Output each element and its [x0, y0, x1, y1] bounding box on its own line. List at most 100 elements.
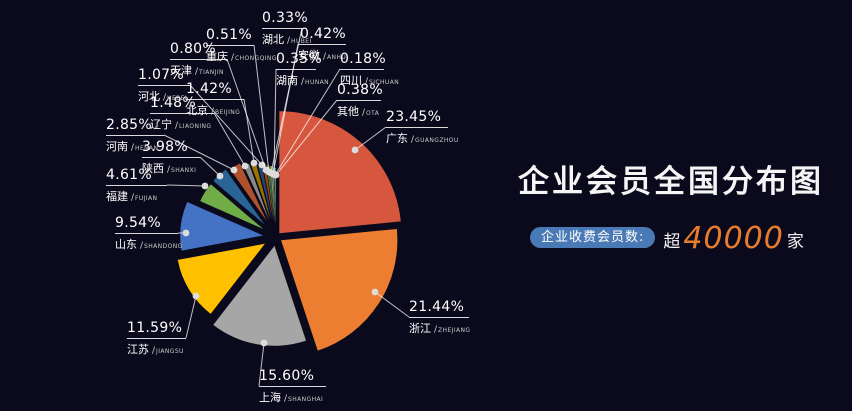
slice-province: 山东/SHANDONG	[115, 238, 183, 251]
leader-line-shanxi	[199, 156, 221, 177]
slice-province: 重庆/CHONGQING	[206, 50, 277, 63]
pie-slice-fujian[interactable]	[200, 184, 264, 230]
pie-slice-hebei[interactable]	[257, 162, 273, 221]
slice-pct: 1.07%	[138, 67, 190, 86]
pie-slice-henan[interactable]	[230, 163, 267, 222]
leader-dot-guangzhou	[351, 146, 359, 154]
leader-line-guangzhou	[354, 126, 387, 151]
slice-province: 陕西/SHANXI	[142, 162, 197, 175]
leader-dot-shanxi	[216, 172, 224, 180]
slice-label-liaoning: 1.48% 辽宁/LIAONING	[150, 95, 214, 132]
slice-province: 江苏/JIANGSU	[127, 343, 184, 356]
pie-slice-jiangsu[interactable]	[177, 243, 265, 314]
slice-province: 广东/GUANGZHOU	[386, 132, 459, 145]
slice-pct: 11.59%	[127, 320, 186, 339]
leader-line-anhui	[272, 43, 299, 175]
slice-label-jiangsu: 11.59% 江苏/JIANGSU	[127, 320, 186, 357]
slice-label-sichuan: 0.18% 四川/SICHUAN	[340, 51, 400, 88]
pie-slice-shanghai[interactable]	[213, 245, 307, 346]
pie-slice-anhui[interactable]	[270, 165, 276, 224]
slice-label-hebei: 1.07% 河北/HEBEI	[138, 67, 190, 104]
slice-pct: 1.48%	[150, 95, 214, 114]
pie-slice-sichuan[interactable]	[273, 167, 276, 225]
leader-line-henan	[163, 134, 235, 171]
leader-line-tianjin	[226, 58, 267, 171]
slice-pct: 0.38%	[337, 82, 383, 101]
member-count-row: 企业收费会员数: 超 40000 家	[530, 220, 804, 256]
slice-pct: 3.98%	[142, 139, 200, 158]
slice-pct: 4.61%	[106, 167, 167, 186]
leader-line-jiangsu	[185, 295, 197, 339]
slice-pct: 23.45%	[386, 109, 448, 128]
pie-slice-shandong[interactable]	[180, 202, 264, 251]
slice-label-hubei: 0.33% 湖北/HUBEI	[262, 10, 312, 47]
leader-line-shanghai	[258, 342, 265, 387]
page-title: 企业会员全国分布图	[518, 164, 824, 200]
pie-slice-beijing[interactable]	[250, 161, 271, 220]
leader-dot-beijing	[250, 159, 258, 167]
slice-province: 北京/BEIJING	[186, 104, 241, 117]
stat-suffix: 家	[786, 232, 804, 252]
slice-province: 河北/HEBEI	[138, 90, 188, 103]
leader-line-fujian	[166, 184, 206, 187]
pie-slice-hubei[interactable]	[268, 166, 275, 224]
slice-pct: 0.42%	[298, 26, 346, 45]
slice-province: 湖北/HUBEI	[262, 33, 312, 46]
info-panel: 企业会员全国分布图 企业收费会员数: 超 40000 家	[518, 156, 838, 256]
slice-province: 辽宁/LIAONING	[150, 118, 212, 131]
slice-pct: 1.42%	[186, 81, 244, 100]
leader-line-hebei	[189, 84, 263, 166]
slice-label-fujian: 4.61% 福建/FUJIAN	[106, 167, 167, 204]
slice-label-zhejiang: 21.44% 浙江/ZHEJIANG	[409, 299, 471, 336]
member-count-badge: 企业收费会员数:	[530, 227, 656, 248]
pie-slice-tianjin[interactable]	[262, 163, 274, 222]
slice-province: 上海/SHANGHAI	[259, 391, 324, 404]
slice-province: 天津/TIANJIN	[170, 64, 224, 77]
slice-label-henan: 2.85% 河南/HENAN	[106, 117, 164, 154]
slice-pct: 9.54%	[115, 215, 178, 234]
slice-label-chongqing: 0.51% 重庆/CHONGQING	[206, 27, 277, 64]
slice-label-ota: 0.38% 其他/OTA	[337, 82, 383, 119]
pie-slice-shanxi[interactable]	[213, 169, 265, 225]
leader-dot-jiangsu	[192, 292, 200, 300]
slice-pct: 0.35%	[276, 51, 322, 70]
slice-pct: 15.60%	[259, 368, 326, 387]
leader-line-zhejiang	[374, 291, 410, 318]
leader-dot-shanghai	[260, 339, 268, 347]
leader-dot-fujian	[201, 182, 209, 190]
leader-line-sichuan	[274, 68, 341, 176]
leader-line-hunan	[273, 68, 277, 175]
slice-pct: 0.51%	[206, 27, 254, 46]
pie-slice-zhejiang[interactable]	[281, 228, 398, 351]
slice-pct: 2.85%	[106, 117, 164, 136]
slice-label-shanxi: 3.98% 陕西/SHANXI	[142, 139, 200, 176]
slice-province: 福建/FUJIAN	[106, 190, 158, 203]
pie-slice-guangzhou[interactable]	[279, 111, 401, 234]
leader-line-ota	[275, 99, 338, 176]
leader-dot-liaoning	[241, 162, 249, 170]
pie-slice-liaoning[interactable]	[243, 163, 270, 221]
slice-province: 安徽/ANHUI	[298, 49, 349, 62]
slice-label-shandong: 9.54% 山东/SHANDONG	[115, 215, 183, 252]
slice-pct: 21.44%	[409, 299, 469, 318]
leader-line-chongqing	[253, 44, 270, 173]
slice-province: 四川/SICHUAN	[340, 74, 400, 87]
slice-label-guangzhou: 23.45% 广东/GUANGZHOU	[386, 109, 459, 146]
pie-slice-hunan[interactable]	[272, 167, 276, 225]
slice-province: 浙江/ZHEJIANG	[409, 322, 471, 335]
slice-label-beijing: 1.42% 北京/BEIJING	[186, 81, 244, 118]
member-count-stat: 超 40000 家	[663, 220, 804, 256]
pie-slice-chongqing[interactable]	[266, 164, 275, 223]
leader-line-liaoning	[213, 112, 246, 167]
slice-label-anhui: 0.42% 安徽/ANHUI	[298, 26, 349, 63]
slice-pct: 0.18%	[340, 51, 386, 70]
leader-dot-ota	[272, 171, 280, 179]
slice-province: 湖南/HUNAN	[276, 74, 330, 87]
leader-dot-shandong	[182, 229, 190, 237]
pie-slice-ota[interactable]	[274, 167, 276, 226]
slice-province: 河南/HENAN	[106, 140, 159, 153]
leader-dot-henan	[230, 166, 238, 174]
stat-number: 40000	[683, 221, 784, 256]
slice-label-tianjin: 0.80% 天津/TIANJIN	[170, 41, 227, 78]
